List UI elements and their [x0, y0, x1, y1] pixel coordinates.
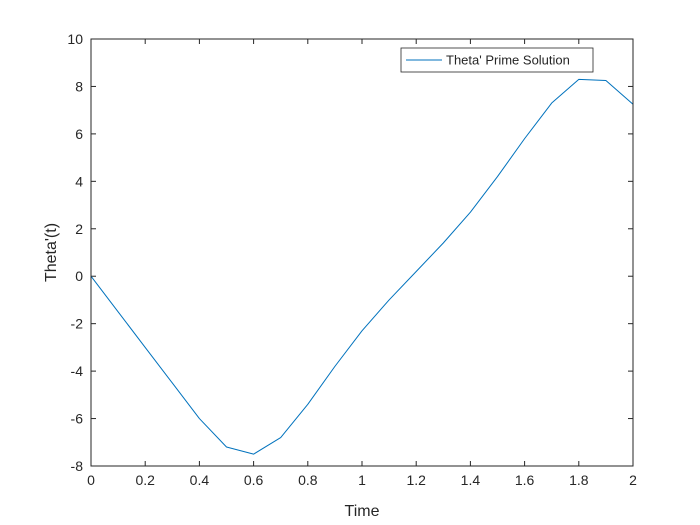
- x-tick-label: 0.2: [135, 472, 155, 488]
- y-tick-label: 10: [67, 31, 83, 47]
- x-axis-label: Time: [345, 503, 380, 520]
- plot-frame: [90, 38, 634, 467]
- y-tick-label: 6: [75, 126, 83, 142]
- y-tick-label: 0: [75, 268, 83, 284]
- tick-labels: 0 0.2 0.4 0.6 0.8 1 1.2 1.4 1.6 1.8 2 -8 -6 -4 -2 0 2 4 6 8…: [67, 31, 637, 488]
- y-tick-label: -2: [71, 316, 84, 332]
- y-axis-label: Theta'(t): [43, 223, 60, 282]
- x-tick-label: 0: [87, 472, 95, 488]
- y-tick-label: -6: [71, 411, 84, 427]
- series-line: [90, 78, 634, 455]
- y-tick-label: 8: [75, 78, 83, 94]
- x-tick-label: 0.6: [244, 472, 264, 488]
- series-layer: [90, 78, 634, 455]
- x-tick-label: 1: [358, 472, 366, 488]
- x-tick-label: 0.4: [190, 472, 210, 488]
- y-tick-label: 4: [75, 173, 83, 189]
- y-tick-label: -8: [71, 458, 84, 474]
- x-tick-label: 1.8: [569, 472, 589, 488]
- y-tick-label: 2: [75, 221, 83, 237]
- x-tick-label: 2: [629, 472, 637, 488]
- x-tick-label: 1.4: [461, 472, 481, 488]
- y-tick-label: -4: [71, 363, 84, 379]
- x-tick-label: 1.2: [406, 472, 426, 488]
- legend-entry-label: Theta' Prime Solution: [446, 53, 570, 68]
- x-tick-label: 0.8: [298, 472, 318, 488]
- x-tick-label: 1.6: [515, 472, 535, 488]
- legend: Theta' Prime Solution: [400, 47, 594, 73]
